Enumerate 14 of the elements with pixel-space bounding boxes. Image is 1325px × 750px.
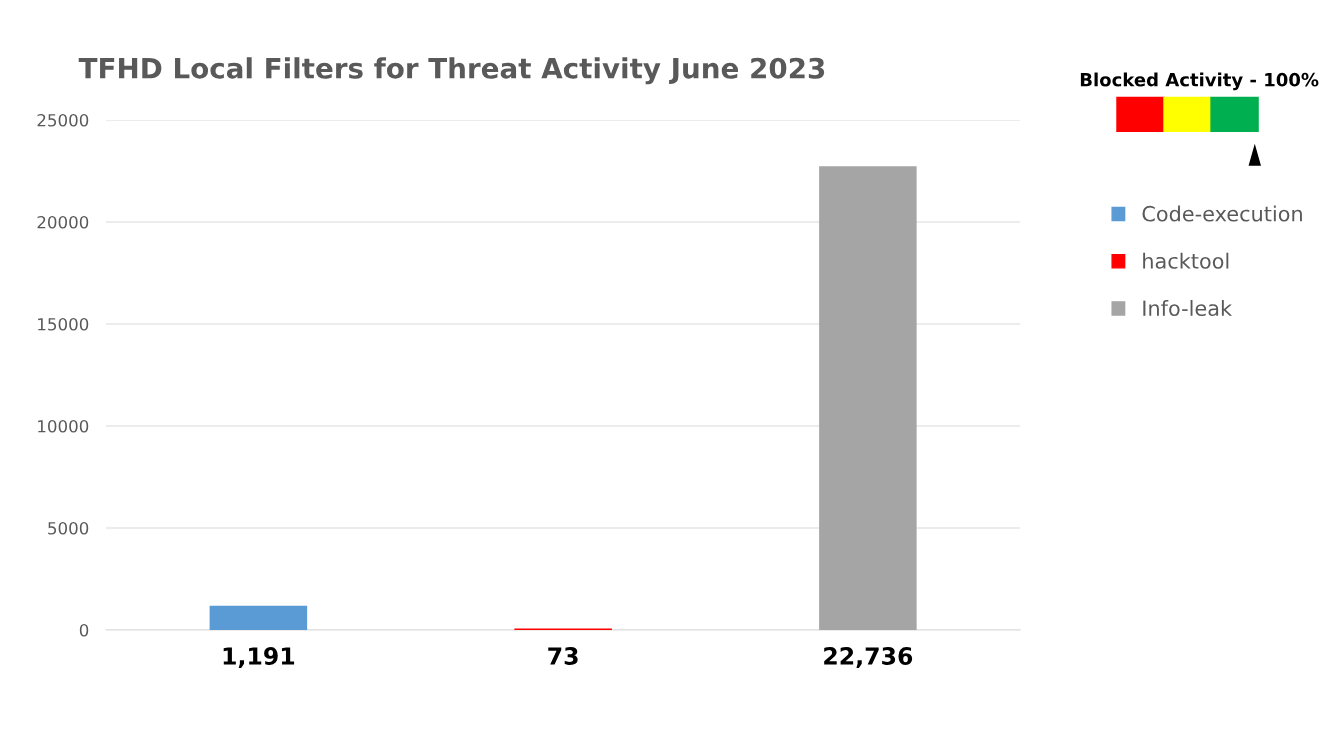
x-tick-label: 1,191 [223,647,295,668]
chart-title: TFHD Local Filters for Threat Activity June 2023 [78,57,825,85]
x-tick-label: 22,736 [824,647,913,668]
x-tick-label: 73 [548,647,578,665]
y-tick-label: 25000 [37,113,89,127]
text: Blocked Activity - 100% [1080,72,1319,91]
legend-label: hacktool [1143,252,1229,269]
y-tick-label: 0 [79,623,89,637]
y-tick-label: 5000 [48,521,89,535]
y-tick-label: 10000 [38,419,89,433]
y-tick-label: 15000 [38,317,89,331]
y-tick-label: 20000 [37,215,89,229]
legend-label: Info-leak [1143,299,1233,317]
legend-label: Code-execution [1142,205,1302,222]
